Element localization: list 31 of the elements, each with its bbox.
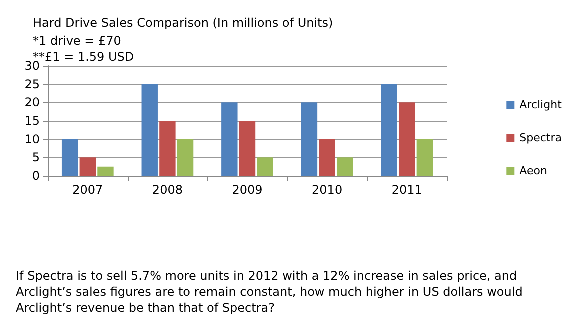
y-tick-label: 15 <box>24 114 40 128</box>
bar <box>239 121 256 176</box>
x-tick-label: 2011 <box>392 183 422 197</box>
y-tick-label: 25 <box>24 77 40 92</box>
x-tick-label: 2009 <box>232 183 263 197</box>
x-tick-label: 2008 <box>152 183 183 197</box>
legend-label: Aeon <box>520 164 548 178</box>
y-tick-label: 5 <box>32 150 40 165</box>
y-tick-label: 20 <box>24 96 40 110</box>
x-tick-label: 2010 <box>312 183 343 197</box>
bar <box>142 84 158 176</box>
text: If Spectra is to sell 5.7% more units in 2012 with a 12% increase in sales price, and Arclight’s sales figures are to remain constant, how much higher in US dollars would Arclight’s revenue be than that of Spectra? <box>15 268 524 316</box>
bar <box>177 139 194 176</box>
bar <box>98 166 114 176</box>
bar <box>222 102 238 176</box>
bar <box>257 158 274 176</box>
x-tick-label: 2007 <box>72 183 104 197</box>
bar <box>160 121 176 176</box>
bar <box>337 158 354 176</box>
y-tick-label: 10 <box>24 132 40 146</box>
bar <box>62 139 78 176</box>
bar <box>319 139 336 176</box>
y-tick-label: 0 <box>32 169 40 183</box>
bar <box>80 158 96 176</box>
bar <box>301 102 318 176</box>
legend-label: Arclight <box>520 98 563 112</box>
legend-label: Spectra <box>520 132 562 144</box>
bar <box>398 102 416 176</box>
bar <box>381 84 398 176</box>
chart-title: Hard Drive Sales Comparison (In millions of Units) <box>33 16 334 30</box>
bar <box>416 139 434 176</box>
